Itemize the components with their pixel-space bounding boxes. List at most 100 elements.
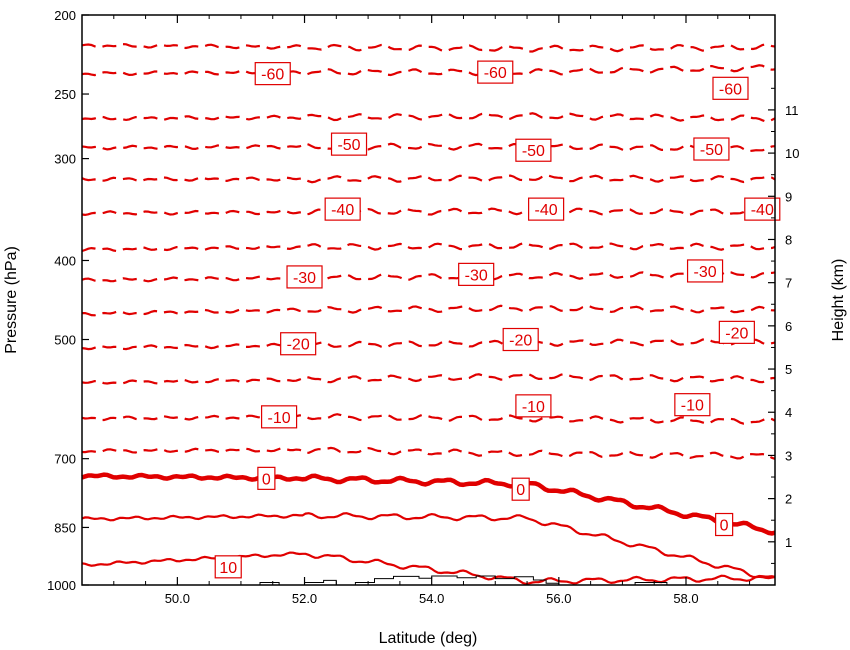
contour-label-box <box>458 262 495 286</box>
contour-line-m45 <box>81 174 776 184</box>
plot-frame <box>81 14 776 586</box>
height-tick-label: 3 <box>785 448 792 463</box>
contour-label-text: -60 <box>719 81 742 98</box>
contour-label-box <box>254 62 291 86</box>
contour-label-layer: -60 -60 -60 -50 -50 -50 -40 -40 -40 -30 -30 -30 -20 -… <box>214 60 781 579</box>
contour-line-m15 <box>81 372 776 385</box>
contour-label: -20 <box>718 320 755 344</box>
contour-label-box <box>502 327 539 352</box>
contour-label-text: 0 <box>262 471 271 488</box>
contour-label-box <box>693 137 730 161</box>
contour-label-box <box>511 477 530 501</box>
x-tick-label: 52.0 <box>292 591 317 606</box>
contour-line-m50 <box>81 142 776 153</box>
contour-label: 10 <box>214 555 242 579</box>
contour-line-m10 <box>81 413 776 425</box>
contour-label: -20 <box>502 327 539 352</box>
contour-label-box <box>515 138 552 162</box>
contour-label-box <box>674 393 711 417</box>
pressure-tick-label: 250 <box>54 87 76 102</box>
contour-label-text: -50 <box>700 142 723 159</box>
contour-label: -10 <box>674 393 711 417</box>
contour-layer <box>81 42 776 586</box>
contour-label: -10 <box>260 405 298 429</box>
x-axis-title: Latitude (deg) <box>379 630 478 647</box>
x-tick-label: 54.0 <box>419 591 444 606</box>
contour-label-text: 0 <box>720 518 729 535</box>
contour-label-text: -20 <box>509 333 532 350</box>
contour-label-text: -40 <box>751 202 774 219</box>
pressure-tick-label: 500 <box>54 333 76 348</box>
contour-label: -30 <box>286 265 323 289</box>
contour-label: -20 <box>280 332 317 356</box>
contour-label-text: -40 <box>331 202 354 219</box>
contour-label-text: -20 <box>287 337 310 354</box>
contour-label-text: 0 <box>516 482 525 499</box>
x-tick-label: 50.0 <box>165 591 190 606</box>
contour-label: -60 <box>477 60 514 84</box>
height-tick-label: 4 <box>785 405 792 420</box>
pressure-tick-label: 200 <box>54 8 76 23</box>
contour-line-5 <box>81 512 776 580</box>
contour-label-text: -40 <box>535 202 558 219</box>
contour-label: -40 <box>744 197 781 221</box>
contour-label-box <box>286 265 323 289</box>
height-tick-label: 6 <box>785 319 792 334</box>
contour-line-m20 <box>81 337 776 351</box>
contour-line-m25 <box>82 304 776 317</box>
x-tick-label: 58.0 <box>673 591 698 606</box>
contour-line-0 <box>81 472 776 536</box>
contour-label-text: -60 <box>261 67 284 84</box>
contour-label: 0 <box>715 512 734 537</box>
contour-line-m30 <box>81 270 776 283</box>
contour-label: -40 <box>324 197 361 221</box>
x-tick-label: 56.0 <box>546 591 571 606</box>
contour-label-text: -10 <box>681 398 704 415</box>
contour-label: -30 <box>458 262 495 286</box>
height-tick-label: 7 <box>785 276 792 291</box>
contour-label: -10 <box>515 394 552 418</box>
contour-line-m65 <box>81 42 776 53</box>
right-axis-title: Height (km) <box>830 259 847 342</box>
axis-layer: 50.0 52.0 54.0 56.0 58.020025030040050070085… <box>47 8 799 606</box>
contour-label: 0 <box>257 466 276 490</box>
pressure-tick-label: 700 <box>54 452 76 467</box>
contour-label: -50 <box>330 132 368 156</box>
height-tick-label: 11 <box>785 103 799 118</box>
height-tick-label: 8 <box>785 232 792 247</box>
contour-line-m35 <box>81 242 776 253</box>
contour-label-box <box>712 76 749 100</box>
pressure-tick-label: 850 <box>54 520 76 535</box>
contour-label: 0 <box>511 477 530 501</box>
pressure-tick-label: 1000 <box>47 578 76 593</box>
contour-label-box <box>324 197 361 221</box>
height-tick-label: 1 <box>785 535 792 550</box>
contour-line-10 <box>81 551 776 586</box>
contour-label-box <box>477 60 514 84</box>
contour-label-text: -10 <box>268 410 291 427</box>
contour-label-box <box>330 132 368 156</box>
contour-line-m55 <box>81 112 776 123</box>
contour-label-box <box>260 405 298 429</box>
contour-label-box <box>515 394 552 418</box>
contour-label-box <box>715 512 734 537</box>
contour-label: -50 <box>515 138 552 162</box>
contour-label-text: -30 <box>465 267 488 284</box>
height-tick-label: 5 <box>785 362 792 377</box>
contour-label-box <box>686 259 724 283</box>
left-axis-title: Pressure (hPa) <box>3 246 20 354</box>
contour-label-text: -20 <box>725 325 748 342</box>
contour-label: -30 <box>686 259 724 283</box>
contour-label-box <box>744 197 781 221</box>
contour-label-box <box>280 332 317 356</box>
height-tick-label: 9 <box>785 189 792 204</box>
contour-label-text: -30 <box>293 270 316 287</box>
contour-label: -50 <box>693 137 730 161</box>
contour-label: -60 <box>254 62 291 86</box>
contour-label-text: -50 <box>522 143 545 160</box>
contour-label-box <box>718 320 755 344</box>
contour-label-box <box>214 555 242 579</box>
pressure-tick-label: 300 <box>54 152 76 167</box>
contour-label-box <box>257 466 276 490</box>
